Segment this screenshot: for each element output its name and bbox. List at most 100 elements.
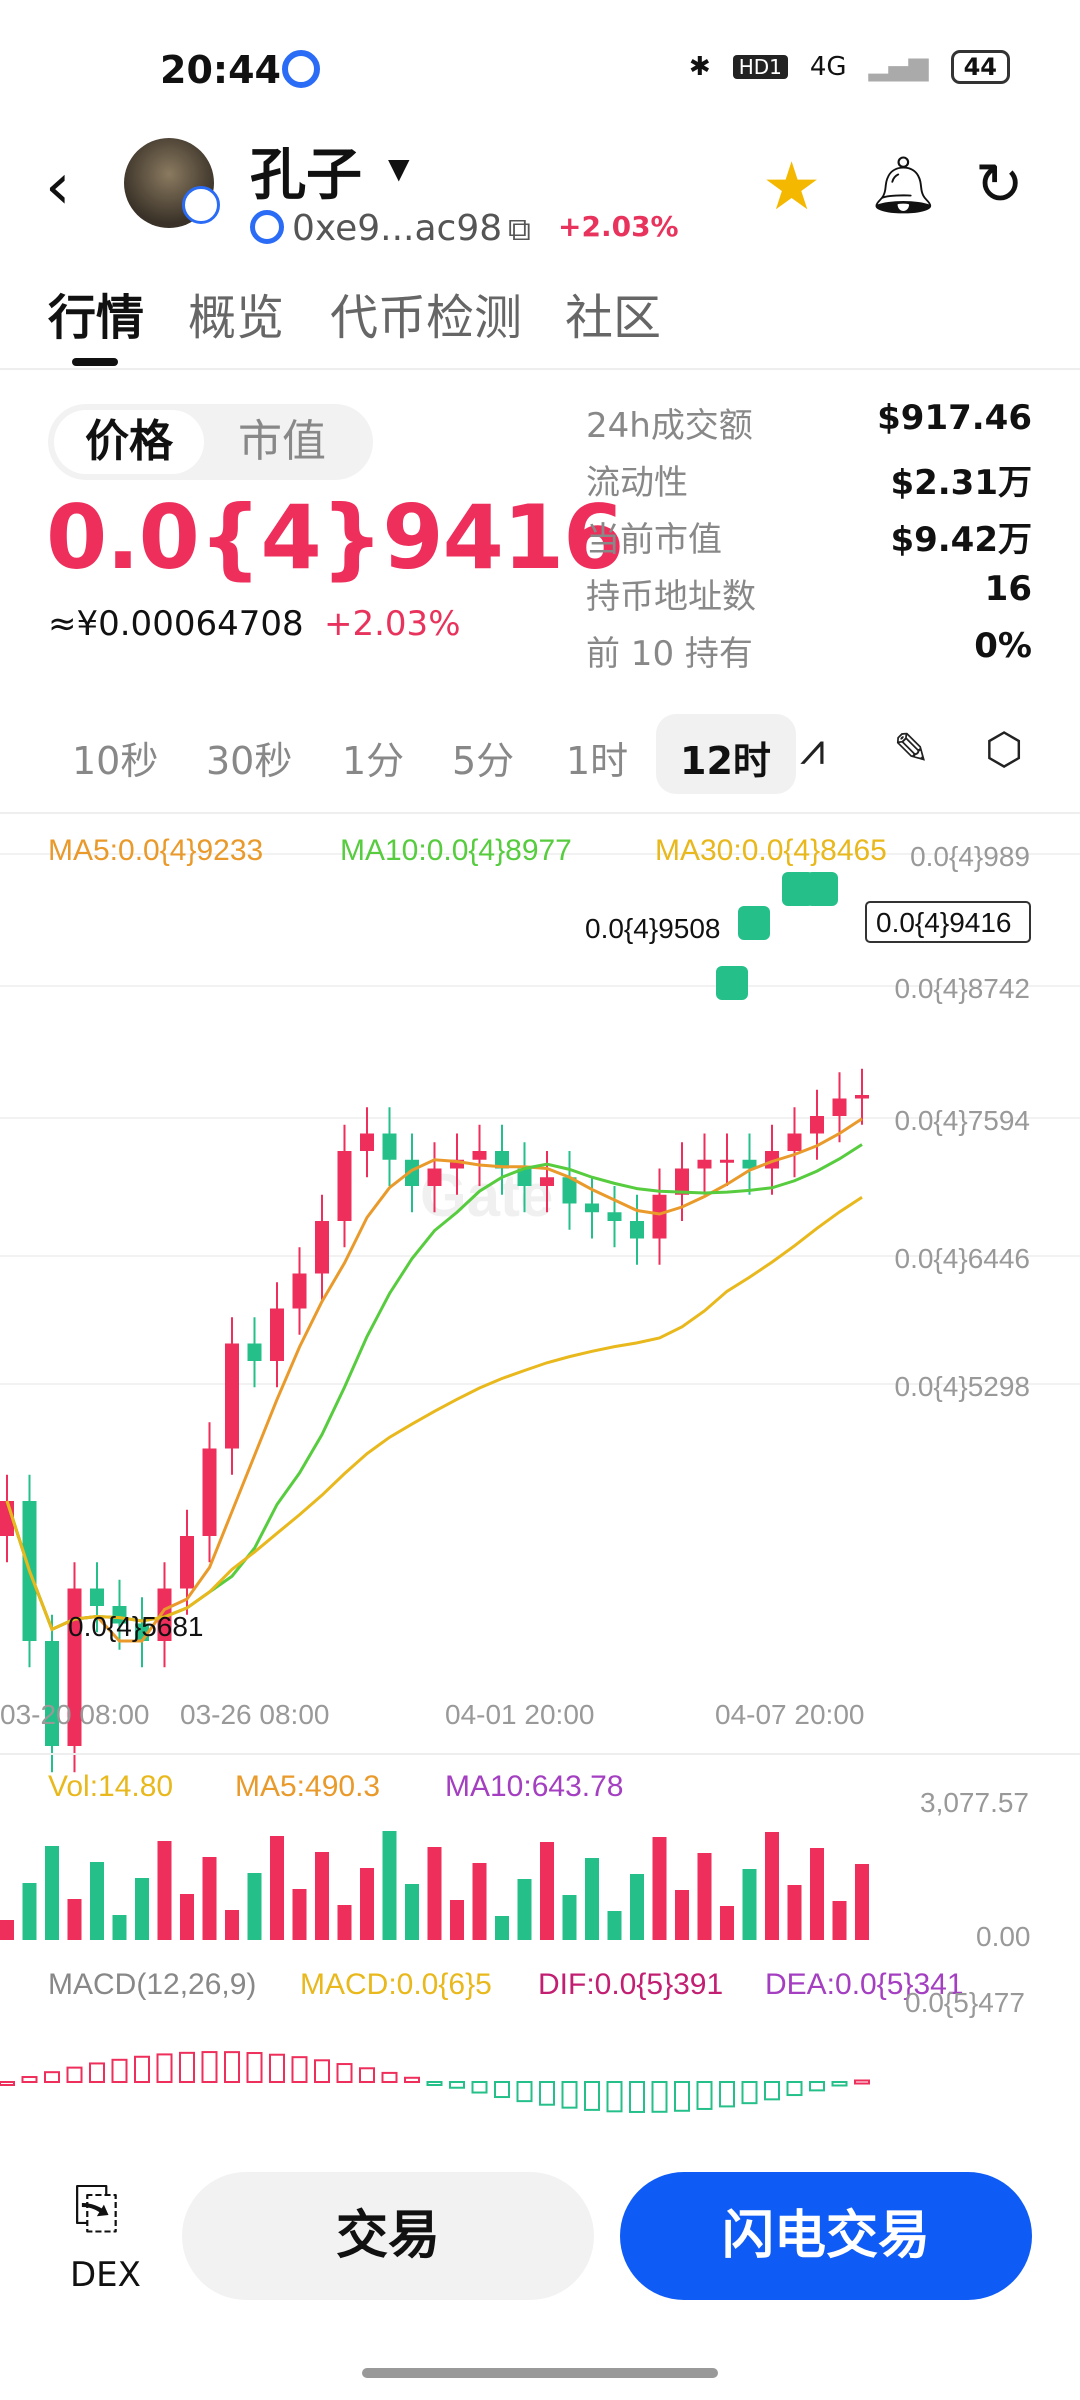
volume-bar <box>607 1911 622 1940</box>
macd-bar <box>0 2081 15 2086</box>
tf-10s[interactable]: 10秒 <box>72 739 159 783</box>
price-cny: ≈¥0.00064708 <box>48 604 304 644</box>
chevron-down-icon[interactable]: ▼ <box>388 152 410 185</box>
favorite-star-icon[interactable]: ★ <box>762 148 822 225</box>
macd-bar <box>629 2081 645 2113</box>
trade-button[interactable]: 交易 <box>182 2172 594 2300</box>
current-price: 0.0{4}9416 <box>46 486 624 589</box>
dif-label: DIF:0.0{5}391 <box>538 1968 723 2001</box>
volume-bar <box>585 1858 599 1940</box>
tab-token-check[interactable]: 代币检测 <box>330 290 523 346</box>
tf-30s[interactable]: 30秒 <box>206 739 293 783</box>
candle <box>495 1151 509 1169</box>
candle <box>697 1159 712 1169</box>
candle <box>540 1177 554 1186</box>
tab-market[interactable]: 行情 <box>48 290 145 346</box>
x-tick-label: 04-07 20:00 <box>715 1699 864 1730</box>
volume-bar <box>450 1900 464 1940</box>
y-tick-label: 0.0{4}989 <box>910 841 1030 872</box>
ma10-label: MA10:0.0{4}8977 <box>340 834 572 867</box>
stat-value: $917.46 <box>877 398 1032 438</box>
macd-bar <box>651 2081 668 2113</box>
macd-bar <box>516 2081 533 2103</box>
macd-bar <box>854 2079 870 2085</box>
s-marker <box>738 906 770 940</box>
volume-bar <box>495 1916 509 1940</box>
macd-bar <box>111 2058 128 2083</box>
volume-bar <box>360 1868 374 1940</box>
low-label: 0.0{4}5681 <box>68 1611 204 1642</box>
settings-icon[interactable]: ⬡ <box>985 724 1024 775</box>
share-icon[interactable]: ↻ <box>975 150 1024 218</box>
candle <box>202 1448 217 1536</box>
s-marker <box>716 966 748 1000</box>
candle <box>427 1168 442 1186</box>
bluetooth-icon: ✱ <box>688 52 711 82</box>
macd-bar <box>66 2066 83 2083</box>
macd-bar <box>44 2071 60 2084</box>
candle <box>517 1168 532 1186</box>
macd-bar <box>134 2055 150 2083</box>
token-name[interactable]: 孔子 <box>250 143 362 208</box>
draw-pen-icon[interactable]: ✎ <box>893 724 930 775</box>
candle <box>405 1159 419 1186</box>
copy-icon[interactable]: ⧉ <box>508 210 531 248</box>
macd-bar <box>674 2081 690 2112</box>
price-chart[interactable]: Gate MA5:0.0{4}9233 MA10:0.0{4}8977 MA30… <box>0 816 1080 2126</box>
tf-5m[interactable]: 5分 <box>452 739 515 783</box>
chain-icon <box>250 210 284 244</box>
volume-bar <box>765 1832 779 1940</box>
tab-overview[interactable]: 概览 <box>188 290 285 346</box>
candle <box>247 1343 262 1361</box>
candle <box>157 1588 172 1641</box>
dex-icon[interactable]: ⎘ <box>74 2176 119 2241</box>
s-marker <box>806 872 838 906</box>
macd-bar <box>246 2052 263 2083</box>
toggle-marketcap[interactable]: 市值 <box>238 416 326 467</box>
volume-bar <box>67 1899 82 1940</box>
volume-bar <box>427 1847 442 1940</box>
volume-bar <box>382 1831 397 1940</box>
home-indicator[interactable] <box>362 2368 718 2378</box>
bell-icon[interactable]: 🔔︎ <box>868 153 940 218</box>
volume-bar <box>652 1837 667 1940</box>
tf-12h[interactable]: 12时 <box>680 739 771 783</box>
candle <box>270 1308 284 1361</box>
status-icons: ✱ HD1 4G ▂▄▆ 44 <box>689 50 1010 84</box>
candle <box>832 1098 847 1116</box>
flash-trade-button[interactable]: 闪电交易 <box>620 2172 1032 2300</box>
volume-bar <box>90 1862 104 1940</box>
y-tick-label: 0.0{4}6446 <box>895 1243 1031 1274</box>
macd-bar <box>786 2081 803 2097</box>
candle <box>472 1151 487 1160</box>
toggle-price[interactable]: 价格 <box>54 410 204 474</box>
dex-label[interactable]: DEX <box>70 2255 141 2295</box>
clock: 20:44 <box>160 48 281 92</box>
volume-bar <box>135 1878 149 1940</box>
back-button[interactable]: ‹ <box>45 150 71 224</box>
candle <box>292 1273 307 1309</box>
price-marketcap-toggle[interactable]: 价格 市值 <box>48 404 373 480</box>
macd-bar <box>89 2062 105 2083</box>
indicator-icon[interactable]: ⩘ <box>800 724 825 775</box>
tab-community[interactable]: 社区 <box>565 290 662 346</box>
y-tick-label: 0.0{4}7594 <box>895 1105 1031 1136</box>
tf-1h[interactable]: 1时 <box>566 739 629 783</box>
ma30-label: MA30:0.0{4}8465 <box>655 834 887 867</box>
vol-y-tick: 0.00 <box>976 1921 1031 1952</box>
tf-1m[interactable]: 1分 <box>342 739 405 783</box>
candle <box>585 1203 599 1213</box>
candle <box>67 1588 82 1746</box>
stat-value: $9.42万 <box>890 520 1032 560</box>
y-tick-label: 0.0{4}5298 <box>895 1371 1031 1402</box>
macd-label: MACD:0.0{6}5 <box>300 1968 492 2001</box>
volume-bar <box>22 1883 37 1940</box>
stat-label: 当前市值 <box>586 520 722 560</box>
macd-bar <box>741 2081 758 2105</box>
battery-icon: 44 <box>950 50 1010 84</box>
candle <box>810 1116 824 1134</box>
divider <box>0 812 1080 814</box>
volume-bar <box>292 1889 307 1940</box>
volume-bar <box>855 1864 869 1940</box>
dea-label: DEA:0.0{5}341 <box>765 1968 964 2001</box>
